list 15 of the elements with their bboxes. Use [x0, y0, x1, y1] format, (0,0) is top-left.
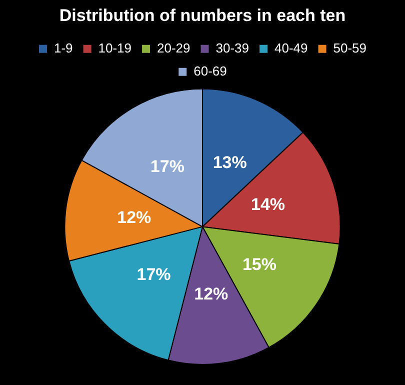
legend-label: 60-69 — [194, 63, 227, 78]
data-label: 15% — [242, 255, 276, 274]
chart-title: Distribution of numbers in each ten — [59, 6, 346, 25]
data-label: 12% — [117, 208, 152, 227]
data-label: 12% — [194, 284, 228, 304]
legend-label: 10-19 — [98, 40, 132, 56]
legend-label: 50-59 — [333, 40, 367, 56]
data-label: 13% — [212, 153, 247, 172]
legend-label: 1-9 — [54, 40, 73, 56]
data-label: 14% — [251, 195, 286, 214]
legend-label: 40-49 — [274, 40, 308, 56]
legend-label: 30-39 — [216, 40, 250, 56]
legend-label: 20-29 — [157, 40, 190, 56]
data-label: 17% — [150, 157, 184, 176]
data-label: 17% — [136, 265, 171, 284]
